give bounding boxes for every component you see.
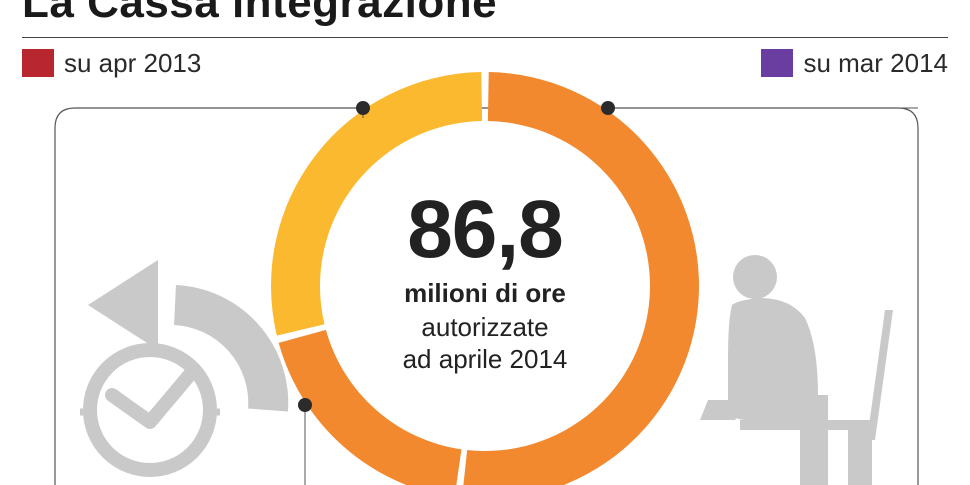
- total-hours-caption-2: ad aprile 2014: [402, 344, 568, 374]
- legend-swatch-apr-2013: [22, 49, 54, 77]
- title-divider: [22, 37, 948, 38]
- chart-title: La Cassa integrazione: [22, 0, 498, 27]
- legend-label-apr-2013: su apr 2013: [64, 47, 202, 78]
- callout-connector-top-right: [601, 101, 918, 115]
- donut-ring: [271, 72, 699, 485]
- callout-connector-top-left: [356, 101, 370, 118]
- total-hours-value: 86,8: [407, 184, 564, 275]
- total-hours-caption-1: autorizzate: [421, 312, 549, 342]
- legend-swatch-mar-2014: [761, 49, 794, 77]
- callout-connector-bottom-left: [298, 398, 312, 485]
- donut-segment-3: [271, 72, 483, 336]
- clock-rewind-icon: [80, 260, 289, 477]
- donut-segment-1: [463, 72, 699, 485]
- legend-item-apr-2013: su apr 2013: [22, 48, 201, 78]
- seated-person-icon: [700, 255, 893, 485]
- donut-segment-2: [278, 329, 462, 485]
- legend-label-mar-2014: su mar 2014: [803, 47, 948, 78]
- total-hours-unit: milioni di ore: [404, 278, 566, 308]
- frame-outline: [54, 107, 919, 485]
- legend-item-mar-2014: su mar 2014: [761, 48, 948, 78]
